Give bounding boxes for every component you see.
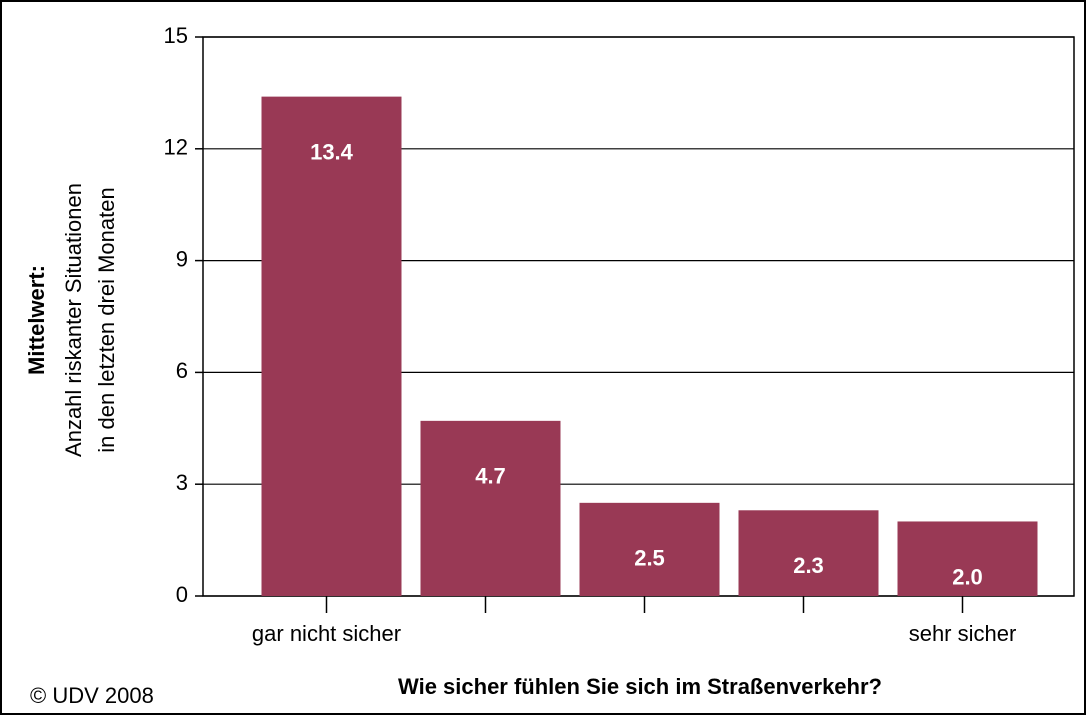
data-label: 4.7 xyxy=(475,464,506,489)
data-label: 2.5 xyxy=(634,546,665,571)
x-tick-label: sehr sicher xyxy=(909,621,1017,646)
bar xyxy=(579,502,720,596)
data-label: 2.0 xyxy=(952,564,983,589)
y-axis-label: Anzahl riskanter Situationen xyxy=(61,183,86,457)
bar xyxy=(261,96,402,597)
data-label: 13.4 xyxy=(310,139,354,164)
x-tick-label: gar nicht sicher xyxy=(252,621,401,646)
y-tick-label: 3 xyxy=(176,470,188,495)
y-tick-label: 9 xyxy=(176,246,188,271)
bar xyxy=(738,510,879,596)
y-tick-label: 6 xyxy=(176,358,188,383)
bar xyxy=(897,521,1038,596)
data-label: 2.3 xyxy=(793,553,824,578)
bar xyxy=(420,420,561,596)
y-tick-label: 0 xyxy=(176,582,188,607)
x-axis-label: Wie sicher fühlen Sie sich im Straßenver… xyxy=(398,674,882,699)
y-tick-label: 15 xyxy=(164,23,188,48)
y-axis-label: Mittelwert: xyxy=(24,265,49,375)
y-tick-label: 12 xyxy=(164,135,188,160)
y-axis-label: in den letzten drei Monaten xyxy=(94,187,119,452)
copyright: © UDV 2008 xyxy=(30,683,154,708)
